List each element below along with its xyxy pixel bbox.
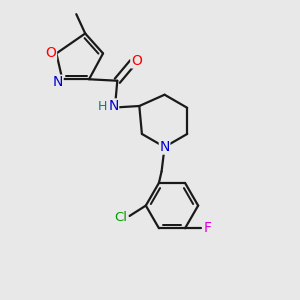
Text: H: H — [98, 100, 107, 112]
Text: N: N — [159, 140, 170, 154]
Text: N: N — [53, 75, 63, 89]
Text: Cl: Cl — [115, 211, 128, 224]
Text: F: F — [204, 221, 212, 235]
Text: O: O — [131, 54, 142, 68]
Text: O: O — [46, 46, 56, 60]
Text: N: N — [108, 99, 118, 113]
